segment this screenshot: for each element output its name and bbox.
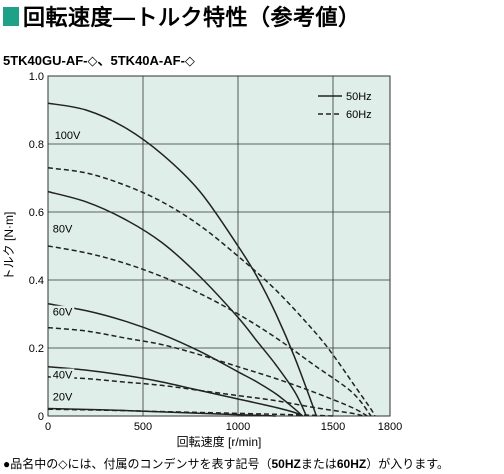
footnote: ●品名中の◇には、付属のコンデンサを表す記号（50HZまたは60HZ）が入ります… — [3, 455, 449, 472]
voltage-label-bg — [50, 305, 75, 319]
legend-label-60hz: 60Hz — [346, 109, 372, 121]
y-tick-label: 0.6 — [29, 207, 44, 219]
y-tick-label: 0.2 — [29, 343, 44, 355]
footnote-suffix: ）が入ります。 — [366, 457, 449, 471]
x-tick-label: 1800 — [378, 421, 402, 433]
page-title: 回転速度―トルク特性（参考値） — [23, 5, 361, 30]
curve-40v-60hz — [47, 376, 364, 417]
legend-label-50hz: 50Hz — [346, 91, 372, 103]
curve-80v-50hz — [47, 190, 308, 417]
x-tick-label: 0 — [45, 421, 51, 433]
voltage-label-bg — [52, 128, 83, 142]
footnote-mid: または — [300, 457, 337, 471]
tick-labels: 0 500 1000 1500 1800 0 0.2 0.4 0.6 0.8 1.0 — [29, 71, 403, 433]
curve-layer — [47, 102, 376, 417]
plot-area — [47, 75, 391, 417]
curve-60v-60hz — [47, 326, 368, 417]
y-tick-label: 0 — [38, 411, 44, 423]
model-name-line: 5TK40GU-AF-◇、5TK40A-AF-◇ — [3, 53, 195, 68]
y-axis-label: トルク [N·m] — [2, 212, 16, 281]
curve-100v-60hz — [47, 167, 376, 417]
voltage-label-bg — [50, 390, 75, 404]
voltage-label-40v: 40V — [53, 370, 73, 382]
voltage-label-80v: 80V — [53, 223, 73, 235]
y-tick-label: 0.8 — [29, 139, 44, 151]
legend: 50Hz 60Hz — [318, 91, 372, 121]
curve-80v-60hz — [47, 245, 372, 417]
title-bar: 回転速度―トルク特性（参考値） — [3, 3, 361, 30]
x-axis-label: 回転速度 [r/min] — [177, 434, 262, 449]
curve-100v-50hz — [47, 102, 317, 417]
x-tick-label: 1500 — [321, 421, 345, 433]
voltage-label-bg — [50, 222, 75, 236]
voltage-label-bg — [50, 368, 75, 382]
voltage-label-100v: 100V — [55, 130, 81, 142]
grid-lines — [47, 75, 391, 417]
y-tick-label: 0.4 — [29, 275, 44, 287]
voltage-label-20v: 20V — [53, 392, 73, 404]
voltage-label-60v: 60V — [53, 307, 73, 319]
footnote-50hz: 50HZ — [271, 457, 301, 471]
curve-60v-50hz — [47, 303, 304, 417]
title-accent-square — [3, 6, 19, 26]
y-tick-label: 1.0 — [29, 71, 44, 83]
voltage-labels: 100V 80V 60V 40V 20V — [50, 128, 83, 404]
x-tick-label: 1000 — [226, 421, 250, 433]
footnote-60hz: 60HZ — [336, 457, 367, 471]
curve-20v-60hz — [47, 408, 334, 417]
x-tick-label: 500 — [134, 421, 152, 433]
footnote-prefix: ●品名中の◇には、付属のコンデンサを表す記号（ — [3, 457, 272, 471]
